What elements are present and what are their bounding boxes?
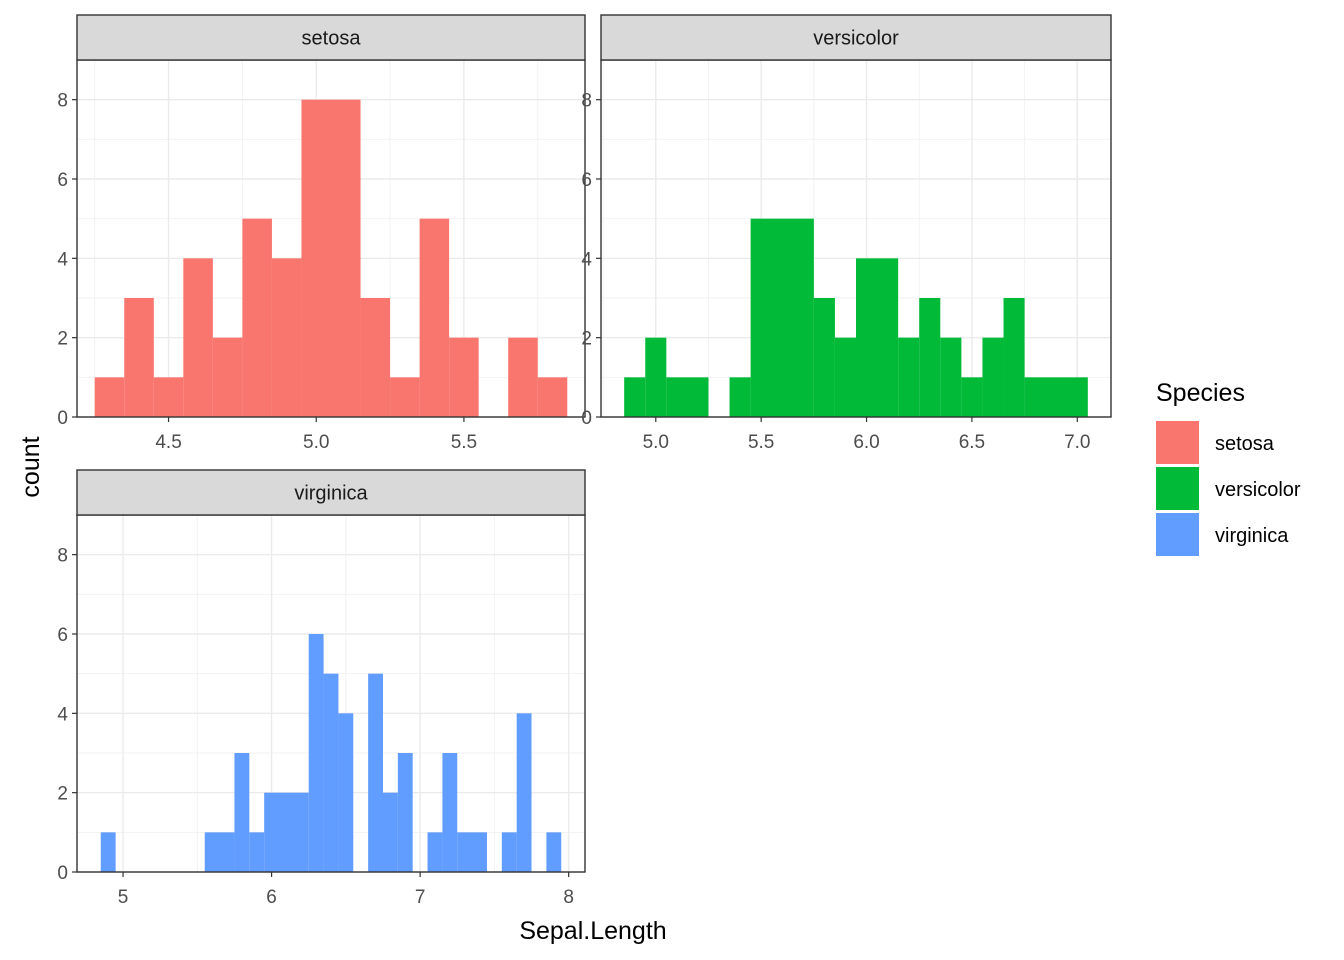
- histogram-bar: [508, 337, 538, 417]
- histogram-bar: [368, 673, 383, 872]
- histogram-bar: [242, 218, 272, 417]
- histogram-bar: [360, 298, 391, 417]
- y-tick-label: 4: [581, 249, 592, 270]
- strip-label: virginica: [294, 483, 368, 505]
- y-tick-label: 2: [57, 329, 68, 350]
- facet-panel-versicolor: versicolor 0 2 4 6 8 5.0 5.5 6.0 6.5 7.0: [581, 14, 1112, 453]
- histogram-bar: [729, 377, 751, 417]
- strip-background: [600, 14, 1112, 61]
- y-tick-label: 0: [57, 408, 68, 429]
- histogram-bar: [234, 753, 250, 872]
- y-tick-label: 8: [581, 91, 592, 112]
- histogram-bar: [124, 298, 154, 417]
- x-tick-label: 5.0: [643, 432, 669, 453]
- strip-label: setosa: [302, 28, 362, 50]
- x-tick-label: 6: [266, 887, 277, 908]
- histogram-bar: [457, 832, 487, 872]
- histogram-bar: [516, 713, 532, 872]
- histogram-bar: [1003, 298, 1025, 417]
- x-tick-label: 5.5: [451, 432, 477, 453]
- histogram-bar: [323, 673, 339, 872]
- legend-key-setosa: [1156, 421, 1199, 464]
- y-tick-label: 6: [581, 170, 592, 191]
- histogram-bar: [338, 713, 354, 872]
- facet-panel-virginica: virginica 0 2 4 6 8 5 6 7 8: [57, 469, 586, 908]
- y-tick-label: 8: [57, 546, 68, 567]
- y-tick-label: 2: [581, 329, 592, 350]
- histogram-bar: [645, 337, 667, 417]
- histogram-bar: [100, 832, 116, 872]
- legend-title: Species: [1156, 379, 1245, 407]
- histogram-bar: [546, 832, 562, 872]
- x-tick-label: 7.0: [1064, 432, 1090, 453]
- x-tick-label: 4.5: [155, 432, 181, 453]
- histogram-bar: [271, 258, 302, 417]
- y-tick-label: 0: [581, 408, 592, 429]
- histogram-bar: [1024, 377, 1088, 417]
- legend-key-virginica: [1156, 513, 1199, 556]
- histogram-bar: [308, 634, 324, 872]
- facet-panels: setosa 0 2 4 6 8 4.5 5.0 5.5 versicolor 0 2 4 6 8 5.0 5.…: [57, 14, 1112, 908]
- histogram-bar: [264, 792, 309, 872]
- y-axis-title: count: [17, 436, 45, 497]
- legend: Species setosa versicolor virginica: [1156, 379, 1301, 556]
- x-tick-label: 5: [118, 887, 129, 908]
- facet-panel-setosa: setosa 0 2 4 6 8 4.5 5.0 5.5: [57, 14, 586, 453]
- x-tick-label: 6.5: [959, 432, 985, 453]
- histogram-bar: [982, 337, 1004, 417]
- histogram-bar: [331, 99, 361, 418]
- x-tick-label: 8: [563, 887, 574, 908]
- histogram-bar: [153, 377, 184, 417]
- y-tick-label: 2: [57, 784, 68, 805]
- y-tick-label: 8: [57, 91, 68, 112]
- histogram-bar: [961, 377, 983, 417]
- histogram-bar: [856, 258, 899, 417]
- histogram-bar: [94, 377, 125, 417]
- histogram-bar: [382, 792, 398, 872]
- y-tick-label: 6: [57, 625, 68, 646]
- histogram-bar: [204, 832, 235, 872]
- histogram-bar: [183, 258, 213, 417]
- histogram-bar: [397, 753, 413, 872]
- strip-background: [76, 469, 586, 516]
- histogram-bar: [750, 218, 814, 417]
- histogram-bar: [442, 753, 458, 872]
- x-tick-label: 6.0: [853, 432, 879, 453]
- x-axis-title: Sepal.Length: [519, 917, 666, 945]
- histogram-bar: [624, 377, 646, 417]
- x-tick-label: 5.5: [748, 432, 774, 453]
- histogram-bar: [249, 832, 265, 872]
- strip-background: [76, 14, 586, 61]
- y-tick-label: 6: [57, 170, 68, 191]
- legend-key-versicolor: [1156, 467, 1199, 510]
- histogram-bar: [301, 99, 331, 418]
- histogram-bar: [666, 377, 709, 417]
- x-tick-label: 7: [415, 887, 426, 908]
- histogram-bar: [940, 337, 962, 417]
- histogram-bar: [898, 337, 920, 417]
- y-tick-label: 4: [57, 704, 68, 725]
- histogram-bar: [427, 832, 443, 872]
- y-tick-label: 0: [57, 863, 68, 884]
- histogram-bar: [834, 337, 856, 417]
- strip-label: versicolor: [813, 28, 899, 50]
- x-tick-label: 5.0: [303, 432, 329, 453]
- histogram-bar: [813, 298, 835, 417]
- legend-label-versicolor: versicolor: [1215, 479, 1301, 501]
- histogram-bar: [449, 337, 479, 417]
- histogram-bar: [919, 298, 941, 417]
- y-tick-label: 4: [57, 249, 68, 270]
- histogram-bar: [390, 377, 420, 417]
- histogram-bar: [419, 218, 450, 417]
- histogram-bar: [212, 337, 243, 417]
- legend-label-setosa: setosa: [1215, 433, 1275, 455]
- legend-label-virginica: virginica: [1215, 525, 1289, 547]
- histogram-bar: [537, 377, 568, 417]
- histogram-bar: [501, 832, 517, 872]
